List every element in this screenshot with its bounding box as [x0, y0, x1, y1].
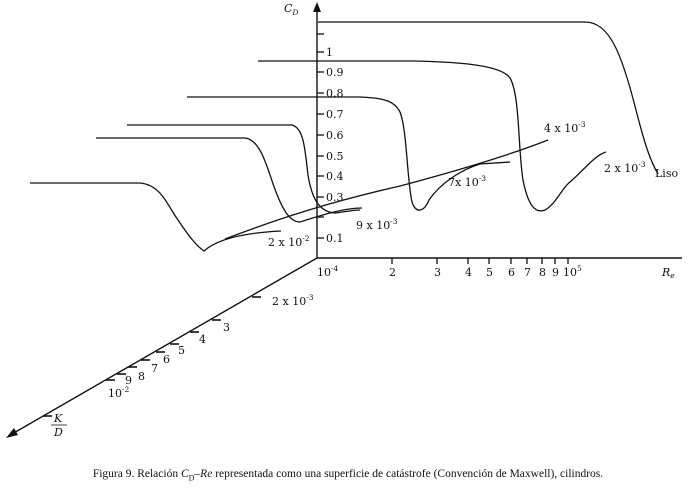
curve-9e-3 — [96, 137, 363, 223]
re-axis-label: Re — [661, 266, 675, 280]
re-tick-label: 4 — [465, 266, 472, 279]
curve-2e-3 — [258, 60, 607, 212]
re-tick-label: 8 — [539, 266, 546, 279]
origin-label: 10-4 — [317, 264, 339, 279]
kd-tick-label: 10-2 — [108, 385, 130, 400]
cd-tick-label: 1 — [326, 46, 333, 59]
kd-axis-arrow — [6, 428, 18, 438]
re-ticks — [391, 258, 569, 264]
kd-tick-label: 4 — [199, 333, 206, 346]
kd-axis-label-den: D — [53, 426, 63, 439]
kd-tick-label: 6 — [163, 353, 170, 366]
cd-tick-label: 0.3 — [326, 191, 344, 204]
kd-tick-label: 7 — [151, 362, 158, 375]
cd-tick-label: 0.9 — [326, 66, 344, 79]
curve-label: 9 x 10-3 — [356, 217, 398, 232]
curve-label-liso: Liso — [655, 167, 678, 180]
kd-tick-label: 5 — [178, 344, 185, 357]
curve-label: 2 x 10-3 — [604, 160, 646, 175]
kd-tick-label: 2 x 10-3 — [272, 293, 314, 308]
curve-third — [127, 124, 361, 214]
curve-2e-2 — [30, 182, 282, 252]
cd-axis-arrow — [313, 2, 321, 12]
cd-tick-label: 0.8 — [326, 87, 344, 100]
cd-axis-label: CD — [284, 2, 298, 17]
cd-tick-label: 0.7 — [326, 108, 344, 121]
curve-4e-3 — [224, 139, 549, 240]
curve-label: 2 x 10-2 — [268, 234, 310, 249]
kd-tick-label: 8 — [138, 370, 145, 383]
cd-tick-label: 0.5 — [326, 150, 344, 163]
re-tick-label: 9 — [552, 266, 559, 279]
curve-liso — [318, 21, 659, 175]
kd-tick-label: 3 — [223, 321, 230, 334]
re-tick-label: 2 — [389, 266, 396, 279]
figure-caption: Figura 9. Relación CD–Re representada co… — [92, 468, 604, 483]
cd-tick-label: 0.1 — [326, 232, 344, 245]
re-tick-label: 7 — [524, 266, 531, 279]
kd-ticks — [43, 296, 261, 417]
re-tick-label: 6 — [508, 266, 515, 279]
curve-label: 7x 10-3 — [448, 174, 486, 189]
re-tick-label: 5 — [486, 266, 493, 279]
curve-7e-3 — [187, 96, 511, 211]
kd-axis-label-num: K — [53, 412, 63, 425]
cd-tick-label: 0.6 — [326, 129, 344, 142]
re-tick-label: 105 — [563, 264, 582, 279]
re-tick-label: 3 — [434, 266, 441, 279]
curve-label: 4 x 10-3 — [544, 120, 586, 135]
kd-axis — [11, 257, 318, 435]
kd-tick-label: 9 — [125, 374, 132, 387]
cd-tick-label: 0.4 — [326, 170, 344, 183]
